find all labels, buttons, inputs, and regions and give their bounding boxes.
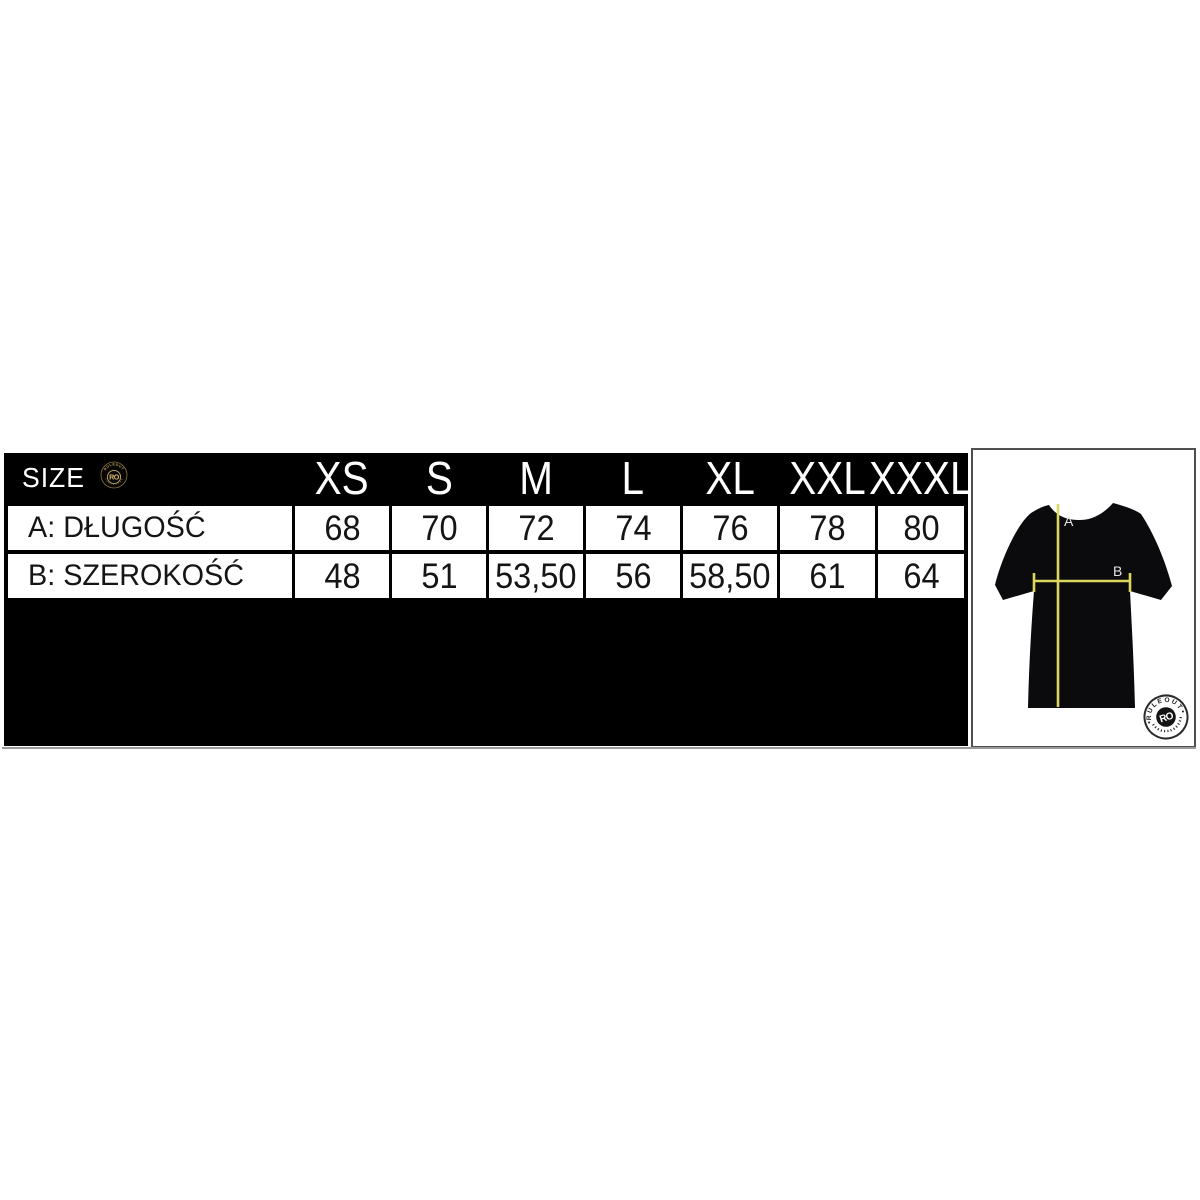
value-cell: 51 bbox=[392, 554, 486, 598]
value-cell: 74 bbox=[586, 506, 680, 550]
row-label-width: B: SZEROKOŚĆ bbox=[8, 554, 292, 598]
size-column-header: XL bbox=[705, 451, 755, 504]
ruleout-logo-icon: RULEOUT RO bbox=[100, 461, 128, 494]
size-column-header: XS bbox=[314, 451, 370, 504]
bottom-divider bbox=[2, 747, 1196, 749]
size-column-header: M bbox=[519, 451, 553, 504]
size-table: SIZE RULEOUT RO XS S M L XL XXL XXX bbox=[4, 451, 973, 598]
value-cell: 76 bbox=[683, 506, 777, 550]
size-title: SIZE bbox=[22, 461, 85, 493]
value-cell: 56 bbox=[586, 554, 680, 598]
size-column-header: L bbox=[621, 451, 645, 504]
size-column-header: XXXL bbox=[869, 451, 973, 504]
stamp-monogram: RO bbox=[1158, 710, 1175, 725]
row-label-length: A: DŁUGOŚĆ bbox=[8, 506, 292, 550]
tshirt-diagram-panel: A B RULEOUT RO bbox=[971, 448, 1196, 748]
value-cell: 48 bbox=[295, 554, 389, 598]
tshirt-diagram: A B RULEOUT RO bbox=[995, 503, 1189, 740]
size-table-band: SIZE RULEOUT RO XS S M L XL XXL XXX bbox=[4, 451, 973, 746]
size-column-header: XXL bbox=[789, 451, 866, 504]
value-cell: 70 bbox=[392, 506, 486, 550]
value-cell: 78 bbox=[780, 506, 875, 550]
tshirt-silhouette bbox=[995, 503, 1172, 708]
size-column-header: S bbox=[425, 451, 453, 504]
logo-monogram: RO bbox=[109, 473, 120, 482]
measure-label-a: A bbox=[1064, 513, 1074, 529]
size-table-corner: SIZE RULEOUT RO bbox=[8, 453, 292, 502]
value-cell: 80 bbox=[878, 506, 964, 550]
value-cell: 53,50 bbox=[489, 554, 583, 598]
value-cell: 58,50 bbox=[683, 554, 777, 598]
value-cell: 68 bbox=[295, 506, 389, 550]
value-cell: 61 bbox=[780, 554, 875, 598]
ruleout-stamp-icon: RULEOUT RO bbox=[1141, 692, 1189, 740]
measure-label-b: B bbox=[1113, 563, 1122, 579]
value-cell: 64 bbox=[878, 554, 964, 598]
value-cell: 72 bbox=[489, 506, 583, 550]
